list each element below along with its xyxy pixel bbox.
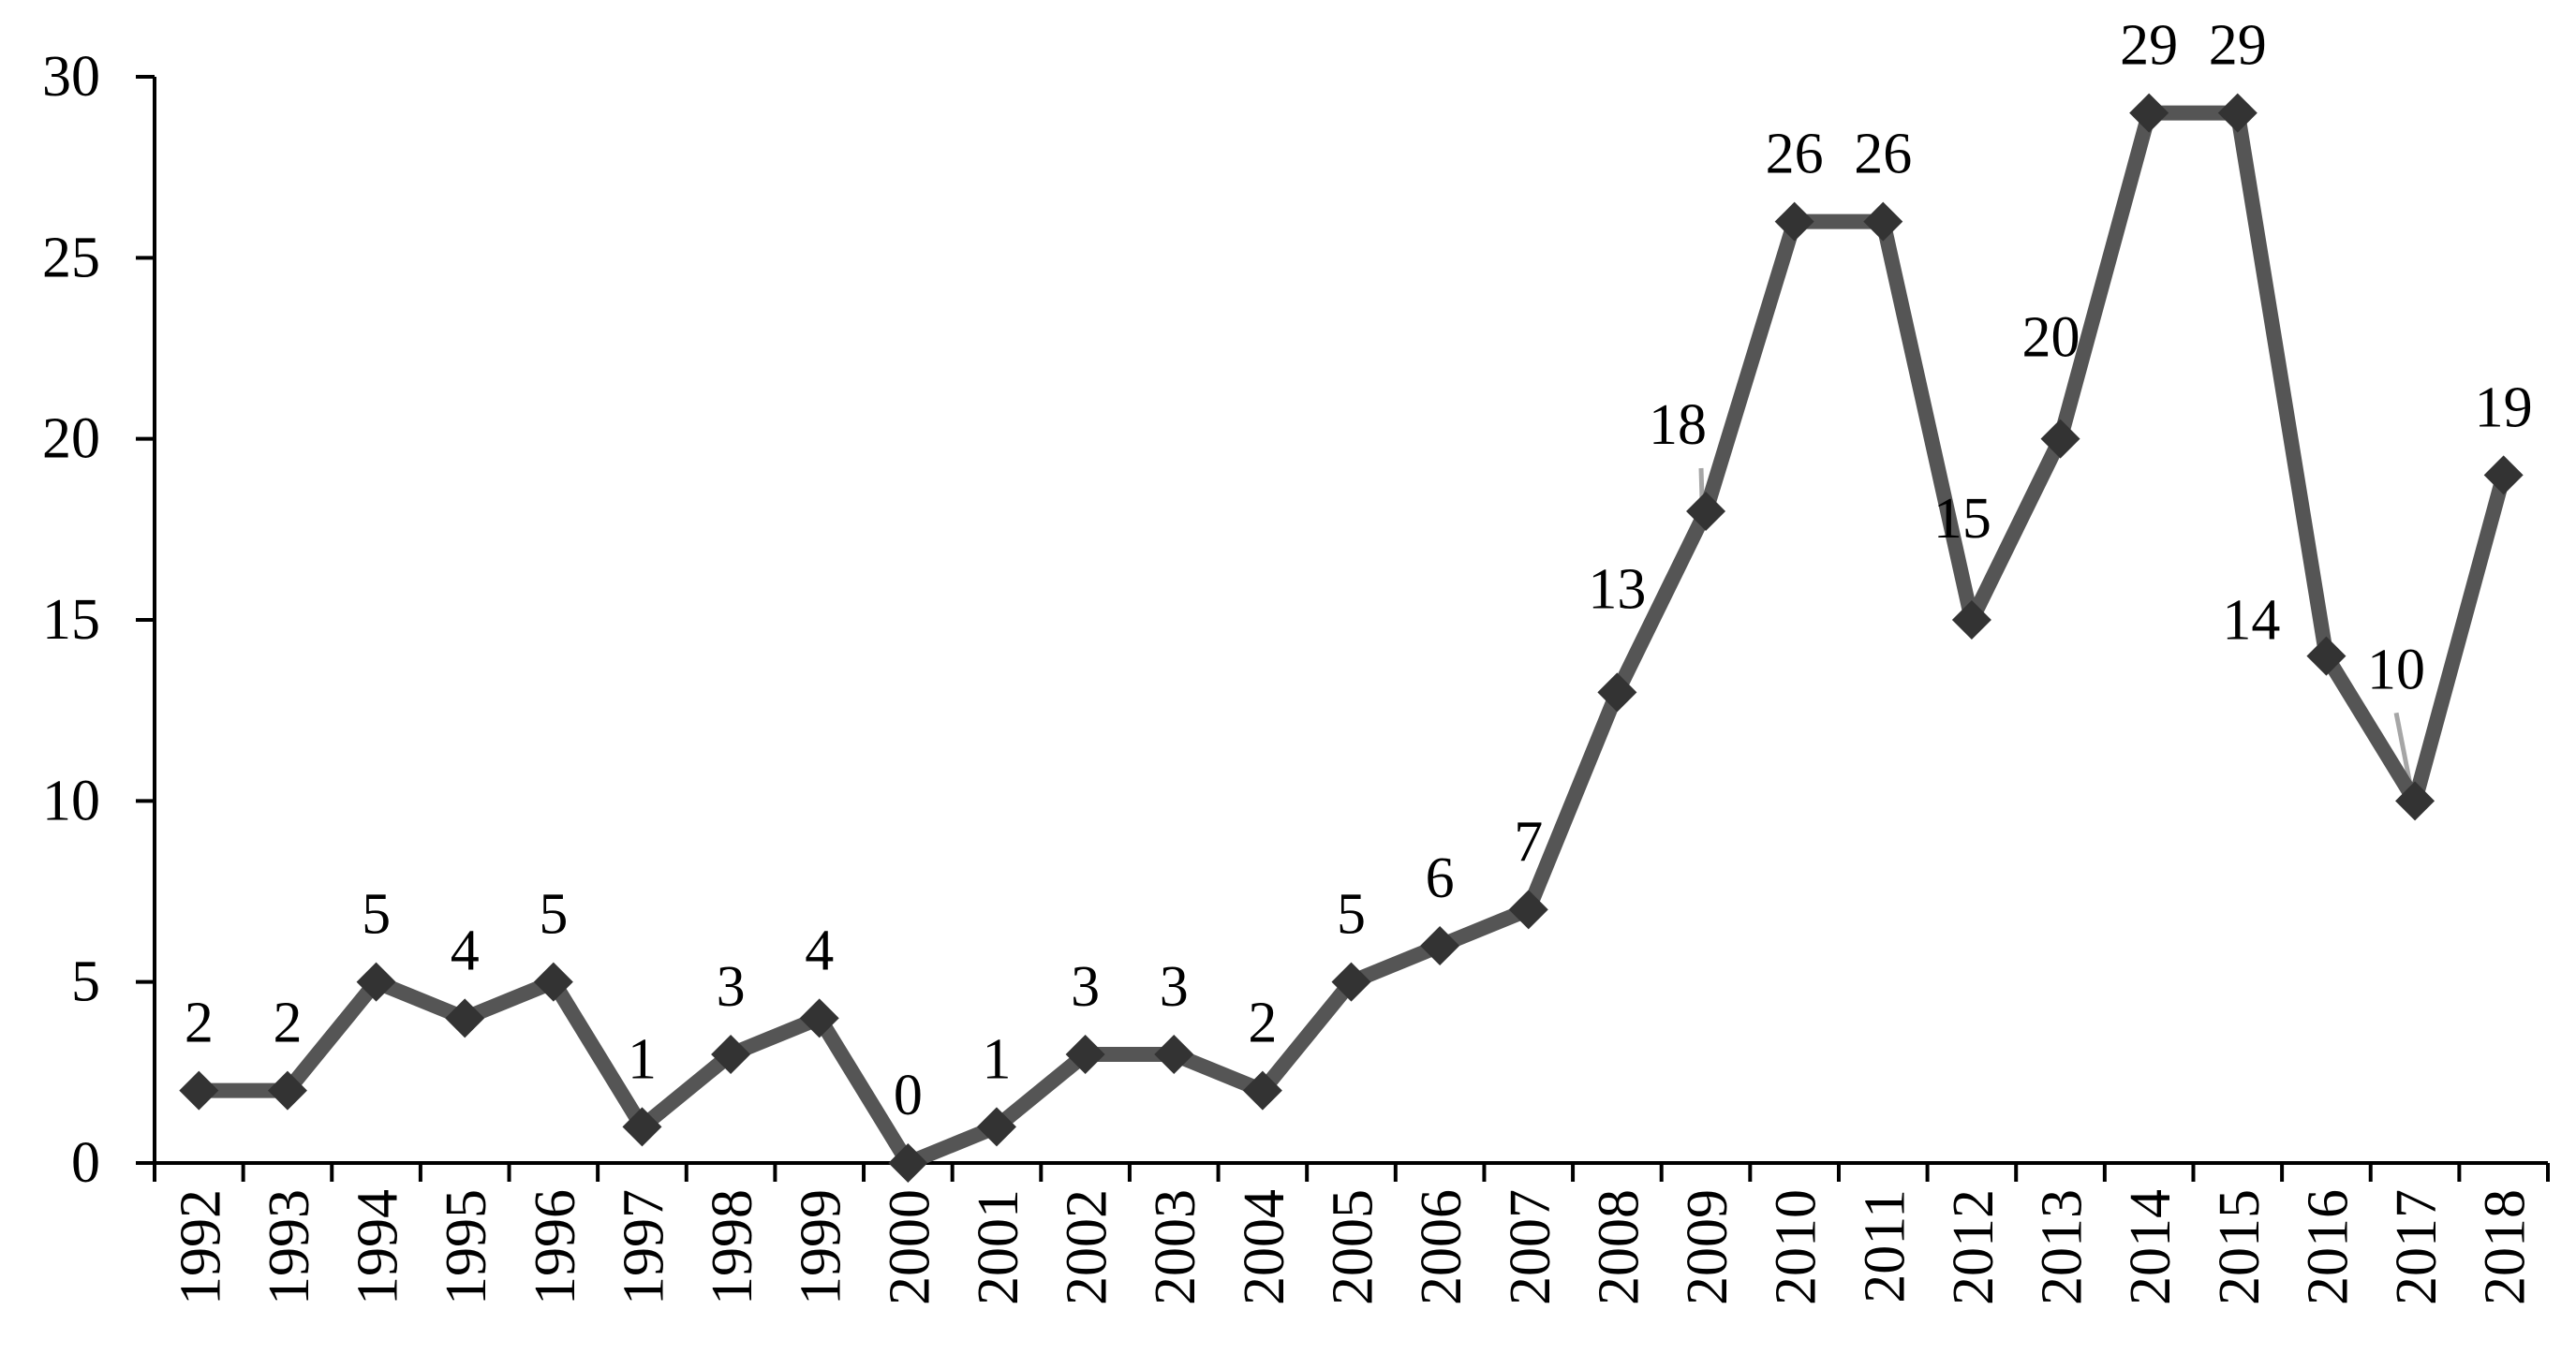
x-tick-label: 2009 [1676,1189,1740,1305]
data-point-marker [2306,636,2347,676]
data-label: 18 [1649,393,1707,457]
y-tick-label: 5 [71,950,100,1014]
data-point-marker [1597,672,1637,713]
data-point-marker [976,1107,1016,1147]
data-point-marker [622,1107,662,1147]
data-label: 29 [2209,14,2267,78]
x-tick-label: 2001 [967,1189,1030,1305]
data-point-marker [1863,201,1903,242]
data-label: 26 [1854,123,1912,186]
data-point-marker [1686,492,1726,531]
x-tick-label: 1997 [612,1189,675,1305]
x-tick-label: 1996 [524,1189,587,1305]
series [191,105,2511,1170]
data-label: 19 [2475,375,2533,439]
data-point-marker [2129,93,2169,133]
data-point-marker [179,1070,219,1111]
data-point-marker [2217,93,2258,133]
data-point-marker [1951,600,1991,640]
y-tick-label: 0 [71,1131,100,1195]
x-tick-label: 2005 [1322,1189,1385,1305]
data-point-marker [711,1035,751,1074]
data-point-marker [888,1143,928,1183]
x-tick-label: 2006 [1410,1189,1473,1305]
x-tick-label: 1999 [790,1189,853,1305]
x-tick-label: 1998 [701,1189,764,1305]
y-tick-label: 20 [42,407,100,471]
x-tick-label: 2007 [1499,1189,1562,1305]
x-tick-label: 2002 [1056,1189,1119,1305]
x-tick-label: 2000 [878,1189,941,1305]
data-label: 2 [273,992,302,1055]
data-point-marker [445,998,485,1038]
data-label: 6 [1426,846,1455,910]
data-point-marker [2395,781,2435,821]
x-tick-label: 1993 [258,1189,321,1305]
data-label: 4 [805,919,834,982]
data-label: 7 [1514,810,1543,874]
leader-line [1698,467,1705,501]
x-tick-label: 2018 [2474,1189,2538,1305]
data-label: 1 [982,1027,1011,1091]
x-tick-label: 2017 [2385,1189,2449,1305]
data-label: 1 [628,1027,657,1091]
data-label: 2 [185,992,214,1055]
x-tick-label: 1994 [347,1189,410,1305]
data-point-marker [1065,1035,1105,1074]
y-tick-label: 15 [42,588,100,652]
x-tick-label: 2012 [1942,1189,2006,1305]
x-tick-label: 1992 [169,1189,232,1305]
data-label: 20 [2022,306,2080,370]
data-point-marker [1774,201,1814,242]
y-tick-label: 30 [42,45,100,109]
data-point-marker [2483,455,2524,495]
x-tick-label: 2016 [2296,1189,2360,1305]
data-label: 13 [1588,557,1646,621]
data-point-marker [1331,962,1371,1002]
data-point-marker [1508,890,1548,930]
data-label: 3 [1160,955,1189,1019]
x-tick-label: 2008 [1587,1189,1651,1305]
x-axis-ticks: 1992 1993 1994 1995 1996 1997 1998 1999 2000 2001… [153,1163,2550,1305]
data-point-marker [799,998,839,1038]
x-tick-label: 1995 [435,1189,498,1305]
x-tick-label: 2010 [1765,1189,1828,1305]
data-label: 3 [1071,955,1100,1019]
y-tick-label: 10 [42,769,100,832]
data-point-marker [2040,419,2080,459]
data-label: 5 [1337,883,1366,947]
data-label: 26 [1766,123,1824,186]
x-tick-label: 2014 [2119,1189,2183,1305]
y-axis-ticks: 0 5 10 15 20 25 30 [42,45,155,1195]
y-tick-label: 25 [42,226,100,289]
data-label: 0 [894,1064,923,1127]
data-label: 4 [451,919,480,982]
data-point-marker [533,962,573,1002]
data-label: 5 [362,883,391,947]
x-tick-label: 2015 [2208,1189,2272,1305]
series-line [191,105,2511,1170]
data-label: 5 [539,883,568,947]
x-tick-label: 2013 [2031,1189,2095,1305]
data-label: 29 [2120,14,2178,78]
data-label: 10 [2367,638,2425,701]
x-tick-label: 2011 [1853,1189,1917,1303]
x-tick-label: 2004 [1233,1189,1296,1305]
data-label: 3 [717,955,746,1019]
data-point-marker [1242,1070,1282,1111]
x-tick-label: 2003 [1144,1189,1207,1305]
markers [179,93,2524,1183]
data-label: 14 [2222,589,2280,653]
data-label: 2 [1248,992,1277,1055]
data-point-marker [267,1070,307,1111]
data-label: 15 [1933,487,1991,551]
data-point-marker [1420,926,1460,965]
data-point-marker [356,962,396,1002]
data-point-marker [1154,1035,1194,1074]
